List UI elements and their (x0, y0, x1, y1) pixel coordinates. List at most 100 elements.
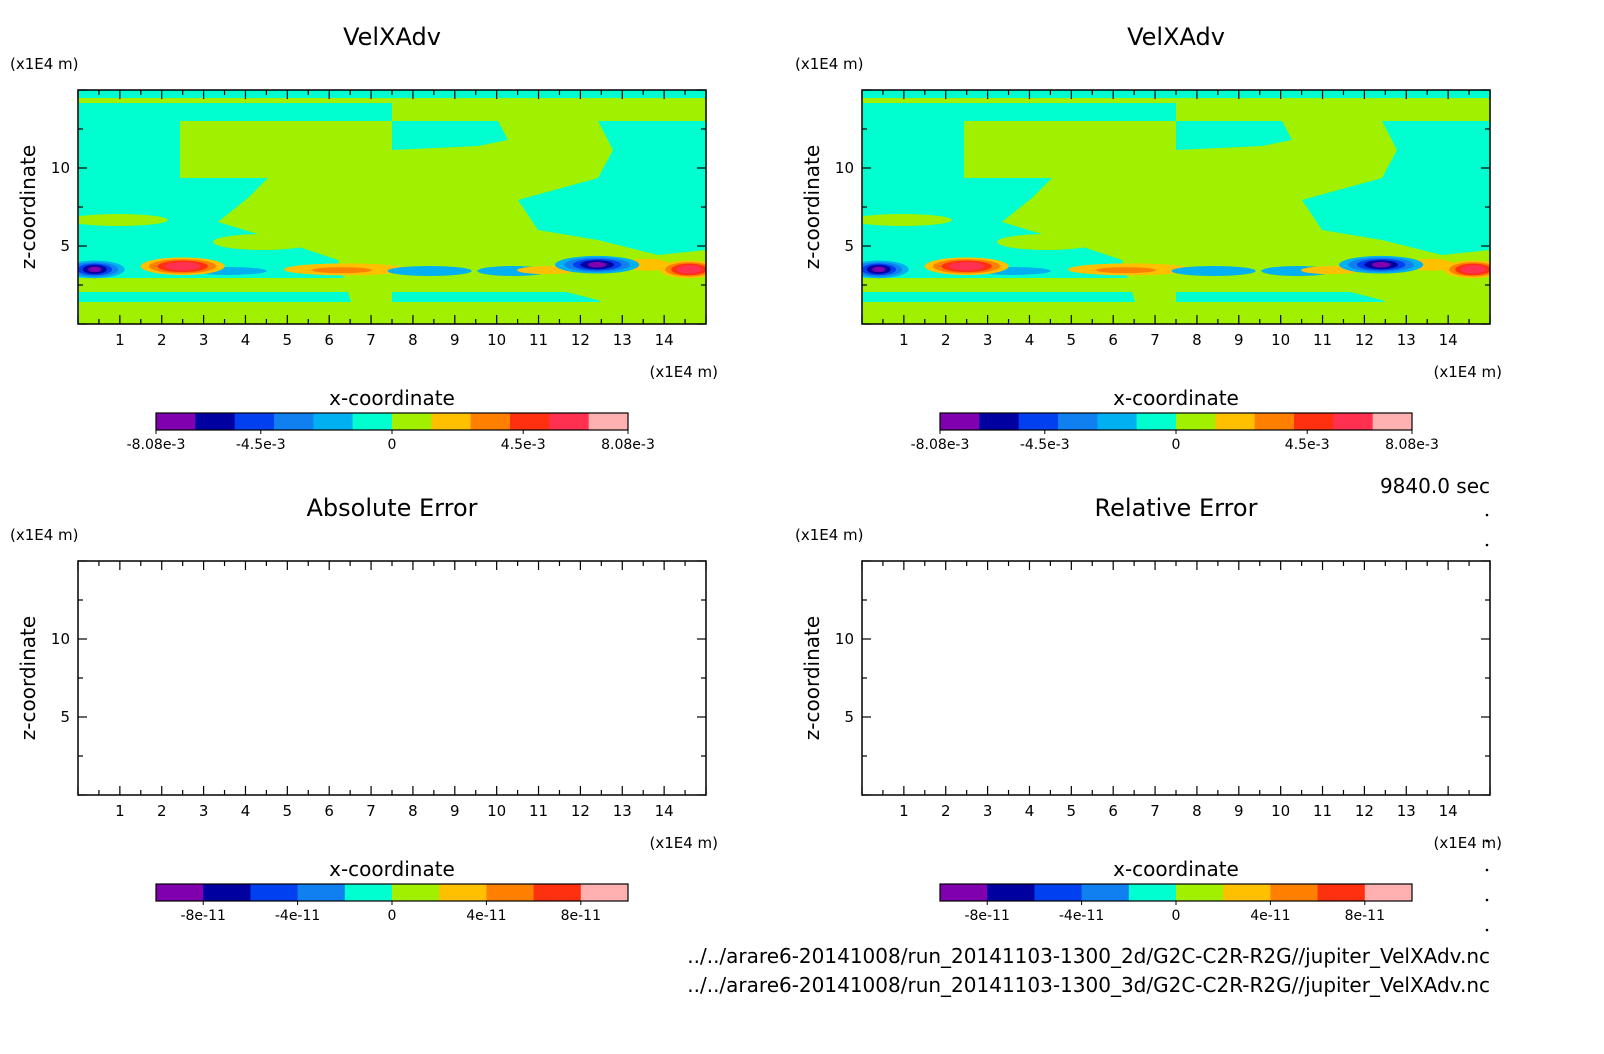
z-tick-label: 10 (51, 630, 70, 648)
field-band-top (862, 98, 1490, 103)
x-tick-label: 1 (899, 331, 909, 349)
x-tick-label: 2 (941, 802, 951, 820)
panel-title: Relative Error (1095, 494, 1258, 522)
colorbar-segment (352, 413, 393, 430)
colorbar-segment (1372, 413, 1413, 430)
contour-field (78, 90, 706, 324)
colorbar-segment (1270, 884, 1319, 901)
feature-min (88, 266, 102, 273)
field-region-left (964, 121, 1176, 324)
x-tick-label: 6 (1108, 802, 1118, 820)
colorbar-segment (1294, 413, 1334, 430)
x-tick-label: 11 (529, 331, 548, 349)
z-tick-label: 5 (844, 708, 854, 726)
colorbar-segment (1215, 413, 1256, 430)
field-streak-cool (1171, 265, 1256, 276)
dot (1485, 928, 1489, 932)
x-tick-label: 7 (366, 802, 376, 820)
colorbar-tick-label: 8e-11 (561, 908, 601, 924)
dot (1485, 839, 1489, 843)
z-tick-label: 5 (60, 708, 70, 726)
colorbar-segment (533, 884, 582, 901)
x-tick-label: 9 (450, 802, 460, 820)
field-band-bottom (862, 302, 1490, 324)
colorbar-segment (580, 884, 629, 901)
field-band-top (78, 98, 706, 103)
x-unit-label: (x1E4 m) (649, 834, 718, 852)
x-tick-label: 1 (115, 331, 125, 349)
x-tick-label: 13 (613, 331, 632, 349)
colorbar-segment (203, 884, 251, 901)
x-tick-label: 14 (655, 802, 674, 820)
z-tick-label: 10 (51, 159, 70, 177)
colorbar-tick-label: 4.5e-3 (501, 437, 546, 453)
x-tick-label: 5 (283, 331, 293, 349)
colorbar-segment (156, 413, 196, 430)
field-streak (997, 234, 1097, 250)
field-region-wedge (392, 121, 508, 150)
x-tick-label: 7 (1150, 802, 1160, 820)
colorbar-segment (439, 884, 487, 901)
colorbar: -8.08e-3 -4.5e-3 0 4.5e-3 8.08e-3 (911, 412, 1439, 453)
colorbar-segment (940, 413, 980, 430)
colorbar-tick-label: -4e-11 (275, 908, 320, 924)
x-tick-label: 3 (983, 802, 993, 820)
x-tick-label: 10 (487, 331, 506, 349)
x-tick-label: 11 (529, 802, 548, 820)
margin-dots (1485, 513, 1489, 932)
field-region-left (180, 121, 392, 324)
panel-title: VelXAdv (343, 23, 441, 51)
colorbar-segment (234, 413, 275, 430)
z-unit-label: (x1E4 m) (795, 526, 864, 544)
x-axis-label: x-coordinate (329, 857, 455, 881)
colorbar-tick-label: 8.08e-3 (1385, 437, 1439, 453)
x-tick-label: 12 (1355, 331, 1374, 349)
panel-absolute-error: Absolute Error (x1E4 m) 1 2 3 4 5 6 7 8 9 10 11 12 1… (10, 494, 718, 924)
z-tick-label: 5 (60, 237, 70, 255)
x-tick-label: 2 (941, 331, 951, 349)
x-tick-label: 2 (157, 331, 167, 349)
colorbar-tick-label: -8e-11 (180, 908, 225, 924)
z-unit-label: (x1E4 m) (795, 55, 864, 73)
x-tick-label: 1 (899, 802, 909, 820)
colorbar-tick-label: 8e-11 (1345, 908, 1385, 924)
x-tick-label: 4 (1025, 331, 1035, 349)
field-band-low (78, 278, 706, 292)
colorbar-tick-label: 0 (388, 437, 397, 453)
file-path-3d: ../../arare6-20141008/run_20141103-1300_… (687, 973, 1490, 997)
y-axis-label: z-coordinate (800, 616, 824, 740)
colorbar-segment (344, 884, 393, 901)
x-tick-label: 5 (1067, 802, 1077, 820)
dot (1485, 868, 1489, 872)
colorbar-tick-label: 4e-11 (466, 908, 506, 924)
colorbar-segment (156, 884, 204, 901)
colorbar-tick-label: 0 (388, 908, 397, 924)
x-axis-label: x-coordinate (1113, 857, 1239, 881)
x-tick-label: 6 (324, 802, 334, 820)
x-tick-label: 4 (241, 331, 251, 349)
z-tick-label: 10 (835, 159, 854, 177)
x-tick-label: 14 (1439, 331, 1458, 349)
x-tick-label: 12 (1355, 802, 1374, 820)
feature-max (949, 261, 985, 271)
x-tick-label: 13 (1397, 802, 1416, 820)
field-streak-cool (387, 265, 472, 276)
x-tick-label: 8 (408, 331, 418, 349)
feature-min (872, 266, 886, 273)
x-unit-label: (x1E4 m) (649, 363, 718, 381)
field-streak (78, 214, 168, 226)
dot (1485, 543, 1489, 547)
colorbar-tick-label: 0 (1172, 908, 1181, 924)
field-streak-warm-core (311, 267, 372, 274)
colorbar-segment (195, 413, 236, 430)
colorbar-segment (470, 413, 511, 430)
plot-frame (861, 560, 1491, 796)
x-axis-label: x-coordinate (1113, 386, 1239, 410)
feature-min (1371, 261, 1391, 268)
x-tick-label: 3 (199, 331, 209, 349)
dot (1485, 513, 1489, 517)
